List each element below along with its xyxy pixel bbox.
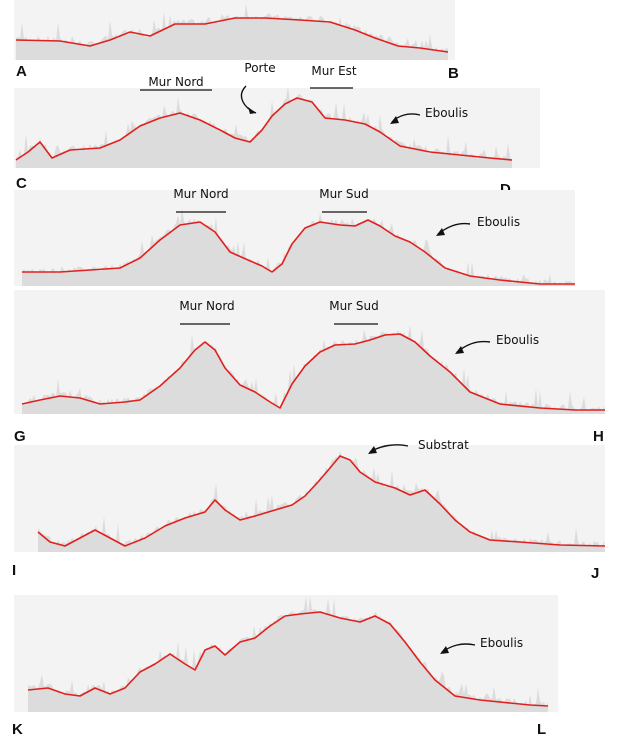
annotation-eboulis: Eboulis: [440, 636, 523, 654]
profile-end-label: D: [500, 181, 511, 198]
profile-start-label: I: [12, 562, 16, 579]
annotation-mur-nord: Mur Nord: [179, 299, 235, 325]
profile-i-j: I J Substrat: [12, 438, 606, 582]
profile-start-label: A: [16, 63, 27, 80]
smoothed-profile-line: [21, 333, 605, 411]
annotation-mur-sud: Mur Sud: [329, 299, 379, 325]
arrowhead-icon: [440, 646, 449, 654]
profile-start-label: C: [16, 175, 27, 192]
smoothed-profile-line: [22, 219, 575, 285]
profile-start-label: K: [12, 721, 23, 737]
annotation-label: Mur Sud: [329, 299, 379, 313]
annotation-porte: Porte: [240, 61, 276, 114]
smoothed-profile-line: [15, 97, 513, 161]
annotation-eboulis: Eboulis: [436, 215, 520, 236]
arrowhead-icon: [455, 346, 464, 354]
annotation-substrat: Substrat: [368, 438, 469, 454]
raw-terrain-area: [28, 595, 548, 712]
profile-end-label: B: [448, 65, 459, 82]
annotation-label: Eboulis: [480, 636, 523, 650]
annotation-label: Mur Nord: [148, 75, 203, 89]
profile-end-label: L: [537, 721, 546, 737]
annotation-mur-sud: Mur Sud: [319, 187, 369, 213]
arrowhead-icon: [390, 116, 399, 124]
annotation-label: Eboulis: [477, 215, 520, 229]
annotation-mur-nord: Mur Nord: [173, 187, 229, 213]
smoothed-profile-line: [37, 455, 606, 547]
profile-k-l: K L Eboulis: [12, 595, 558, 737]
arrowhead-icon: [248, 107, 256, 114]
annotation-label: Mur Nord: [173, 187, 228, 201]
annotation-label: Porte: [244, 61, 275, 75]
annotation-label: Mur Nord: [179, 299, 234, 313]
annotation-label: Substrat: [418, 438, 469, 452]
annotation-label: Eboulis: [496, 333, 539, 347]
annotation-label: Eboulis: [425, 106, 468, 120]
profile-g-h: G H Mur Nord Mur Sud Eboulis: [14, 290, 605, 445]
smoothed-profile-line: [15, 17, 449, 53]
arrowhead-icon: [436, 228, 445, 236]
annotation-label: Mur Est: [311, 64, 357, 78]
annotation-mur-est: Mur Est: [310, 64, 357, 89]
raw-terrain-area: [22, 208, 575, 286]
annotation-eboulis: Eboulis: [455, 333, 539, 354]
raw-terrain-area: [16, 3, 448, 60]
annotation-eboulis: Eboulis: [390, 106, 468, 124]
annotation-mur-nord: Mur Nord: [140, 75, 212, 91]
raw-terrain-area: [22, 325, 605, 414]
profile-start-label: G: [14, 428, 26, 445]
profile-end-label: H: [593, 428, 604, 445]
profile-end-label: J: [591, 565, 599, 582]
profile-c-d: C D Mur Nord Porte Mur Est Eboulis: [14, 61, 540, 198]
annotation-label: Mur Sud: [319, 187, 369, 201]
arrowhead-icon: [368, 446, 377, 454]
smoothed-profile-line: [27, 611, 549, 707]
